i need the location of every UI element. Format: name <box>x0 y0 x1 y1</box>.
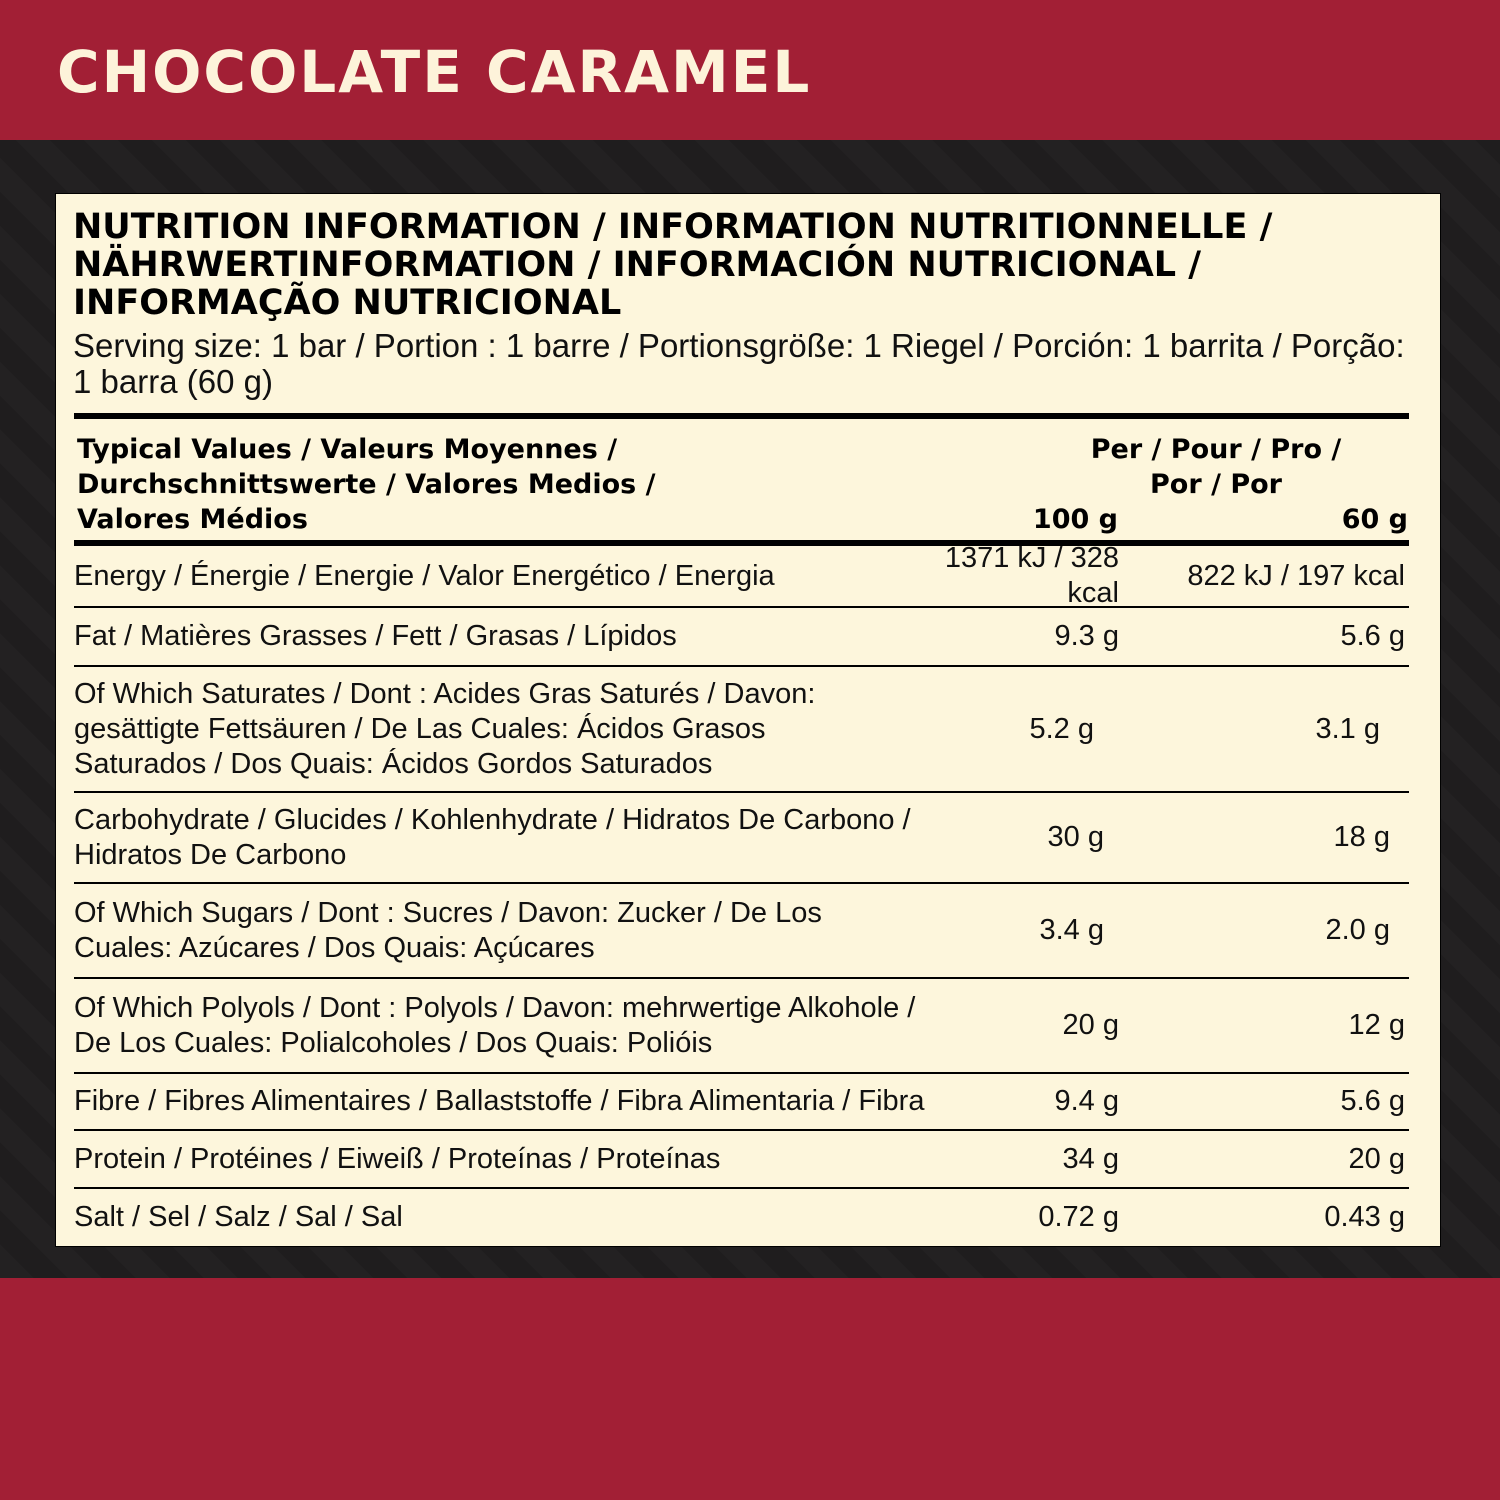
value-per-100g: 20 g <box>1062 1009 1119 1041</box>
nutrient-name: Fibre / Fibres Alimentaires / Ballaststo… <box>74 1085 925 1117</box>
value-per-serving: 5.6 g <box>1340 620 1406 652</box>
table-row: Of Which Polyols / Dont : Polyols / Davo… <box>74 979 1409 1072</box>
table-row: Of Which Sugars / Dont : Sucres / Davon:… <box>74 884 1409 977</box>
value-per-serving: 5.6 g <box>1340 1085 1406 1117</box>
value-per-100g: 1371 kJ / 328 kcal <box>944 542 1119 609</box>
row-divider <box>74 1187 1409 1189</box>
divider-thick <box>74 540 1409 546</box>
value-per-serving: 20 g <box>1348 1142 1405 1175</box>
table-row: Protein / Protéines / Eiweiß / Proteínas… <box>74 1131 1409 1187</box>
col-100g-header: 100 g <box>1032 504 1118 535</box>
value-per-serving: 0.43 g <box>1324 1200 1405 1233</box>
row-divider <box>74 1072 1409 1074</box>
row-divider <box>74 882 1409 884</box>
value-per-100g: 0.72 g <box>1038 1200 1119 1233</box>
typical-values-header: Typical Values / Valeurs Moyennes / Durc… <box>77 434 656 535</box>
value-per-serving: 12 g <box>1348 1009 1405 1041</box>
value-per-serving: 822 kJ / 197 kcal <box>1187 559 1405 592</box>
nutrient-name: Fat / Matières Grasses / Fett / Grasas /… <box>74 620 677 652</box>
divider-thick <box>74 413 1409 419</box>
nutrient-name: Energy / Énergie / Energie / Valor Energ… <box>74 559 775 592</box>
serving-size: Serving size: 1 bar / Portion : 1 barre … <box>73 327 1405 400</box>
col-serving-header: 60 g <box>1341 504 1408 535</box>
nutrient-name: Of Which Polyols / Dont : Polyols / Davo… <box>74 991 916 1059</box>
nutrient-name: Of Which Sugars / Dont : Sucres / Davon:… <box>74 896 822 964</box>
table-row: Fibre / Fibres Alimentaires / Ballaststo… <box>74 1074 1409 1129</box>
table-row: Of Which Saturates / Dont : Acides Gras … <box>74 667 1409 791</box>
value-per-serving: 3.1 g <box>1315 712 1381 745</box>
value-per-100g: 5.2 g <box>1029 712 1095 745</box>
decorative-stripes <box>800 0 1500 140</box>
flavour-title: CHOCOLATE CARAMEL <box>57 38 812 106</box>
table-row: Fat / Matières Grasses / Fett / Grasas /… <box>74 608 1409 665</box>
table-row: Salt / Sel / Salz / Sal / Sal 0.72 g 0.43 … <box>74 1189 1409 1245</box>
nutrition-heading: NUTRITION INFORMATION / INFORMATION NUTR… <box>73 207 1273 323</box>
value-per-100g: 30 g <box>1047 821 1104 853</box>
row-divider <box>74 665 1409 667</box>
per-header: Per / Pour / Pro / Por / Por <box>1090 434 1342 500</box>
value-per-100g: 34 g <box>1062 1142 1119 1175</box>
header-banner: CHOCOLATE CARAMEL <box>0 0 1500 140</box>
nutrition-panel: NUTRITION INFORMATION / INFORMATION NUTR… <box>55 193 1441 1247</box>
row-divider <box>74 606 1409 608</box>
nutrient-name: Protein / Protéines / Eiweiß / Proteínas… <box>74 1142 721 1175</box>
nutrient-name: Of Which Saturates / Dont : Acides Gras … <box>74 677 816 780</box>
row-divider <box>74 791 1409 793</box>
table-row: Energy / Énergie / Energie / Valor Energ… <box>74 542 1409 609</box>
nutrient-name: Salt / Sel / Salz / Sal / Sal <box>74 1200 403 1233</box>
row-divider <box>74 1129 1409 1131</box>
value-per-100g: 9.4 g <box>1054 1085 1120 1117</box>
value-per-serving: 2.0 g <box>1325 914 1391 946</box>
value-per-serving: 18 g <box>1333 821 1390 853</box>
nutrient-name: Carbohydrate / Glucides / Kohlenhydrate … <box>74 803 911 871</box>
value-per-100g: 9.3 g <box>1054 620 1120 652</box>
value-per-100g: 3.4 g <box>1039 914 1105 946</box>
row-divider <box>74 977 1409 979</box>
table-row: Carbohydrate / Glucides / Kohlenhydrate … <box>74 793 1409 882</box>
